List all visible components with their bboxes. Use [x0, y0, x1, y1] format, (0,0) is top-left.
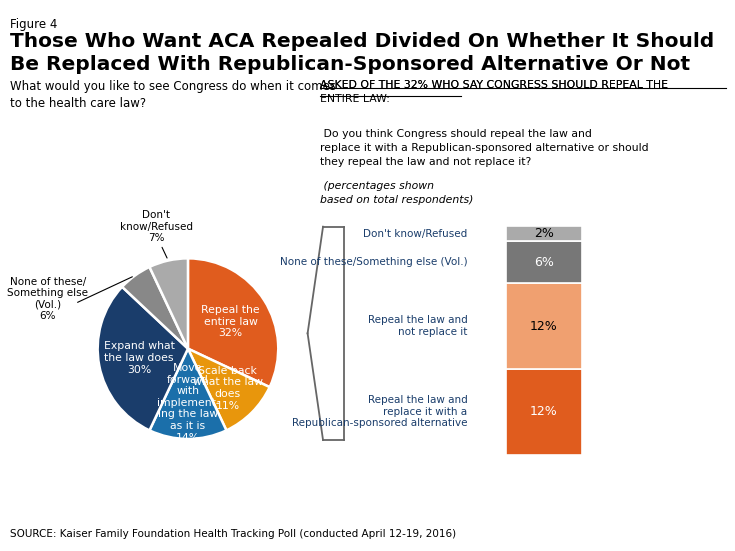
- Text: FOUNDATION: FOUNDATION: [661, 532, 702, 537]
- Text: Those Who Want ACA Repealed Divided On Whether It Should: Those Who Want ACA Repealed Divided On W…: [10, 32, 714, 51]
- Text: Do you think Congress should repeal the law and
replace it with a Republican-spo: Do you think Congress should repeal the …: [320, 129, 648, 168]
- Text: Repeal the
entire law
32%: Repeal the entire law 32%: [201, 305, 260, 338]
- Wedge shape: [149, 349, 226, 439]
- Text: THE HENRY J.: THE HENRY J.: [661, 497, 702, 502]
- Bar: [506, 226, 582, 241]
- Wedge shape: [149, 258, 188, 349]
- Text: 12%: 12%: [530, 320, 558, 333]
- Text: (percentages shown
based on total respondents): (percentages shown based on total respon…: [320, 181, 473, 206]
- Wedge shape: [188, 258, 279, 387]
- Text: 2%: 2%: [534, 227, 554, 240]
- Text: None of these/Something else (Vol.): None of these/Something else (Vol.): [280, 257, 467, 267]
- Text: ASKED OF THE 32% WHO SAY CONGRESS SHOULD REPEAL THE
ENTIRE LAW:: ASKED OF THE 32% WHO SAY CONGRESS SHOULD…: [320, 80, 667, 104]
- Text: Be Replaced With Republican-Sponsored Alternative Or Not: Be Replaced With Republican-Sponsored Al…: [10, 55, 690, 74]
- Wedge shape: [188, 349, 270, 430]
- Text: 12%: 12%: [530, 406, 558, 418]
- Wedge shape: [98, 287, 188, 430]
- Bar: [506, 283, 582, 369]
- Bar: [506, 369, 582, 455]
- Text: 6%: 6%: [534, 256, 554, 268]
- Text: SOURCE: Kaiser Family Foundation Health Tracking Poll (conducted April 12-19, 20: SOURCE: Kaiser Family Foundation Health …: [10, 529, 456, 539]
- Wedge shape: [122, 267, 188, 349]
- Text: FAMILY: FAMILY: [659, 517, 704, 530]
- Text: Don't
know/Refused
7%: Don't know/Refused 7%: [120, 210, 193, 244]
- Text: What would you like to see Congress do when it comes
to the health care law?: What would you like to see Congress do w…: [10, 80, 337, 110]
- Text: ASKED OF THE 32% WHO SAY CONGRESS SHOULD REPEAL THE: ASKED OF THE 32% WHO SAY CONGRESS SHOULD…: [320, 80, 667, 90]
- Text: Repeal the law and
not replace it: Repeal the law and not replace it: [368, 315, 467, 337]
- Bar: [506, 241, 582, 283]
- Text: Repeal the law and
replace it with a
Republican-sponsored alternative: Repeal the law and replace it with a Rep…: [292, 395, 467, 428]
- Text: Expand what
the law does
30%: Expand what the law does 30%: [104, 342, 175, 375]
- Text: Figure 4: Figure 4: [10, 18, 57, 31]
- Text: None of these/
Something else
(Vol.)
6%: None of these/ Something else (Vol.) 6%: [7, 277, 88, 321]
- Text: KAISER: KAISER: [657, 505, 706, 518]
- Text: Move
forward
with
implement-
ing the law
as it is
14%: Move forward with implement- ing the law…: [157, 363, 219, 442]
- Text: Scale back
what the law
does
11%: Scale back what the law does 11%: [193, 366, 262, 410]
- Text: Don't know/Refused: Don't know/Refused: [363, 229, 467, 239]
